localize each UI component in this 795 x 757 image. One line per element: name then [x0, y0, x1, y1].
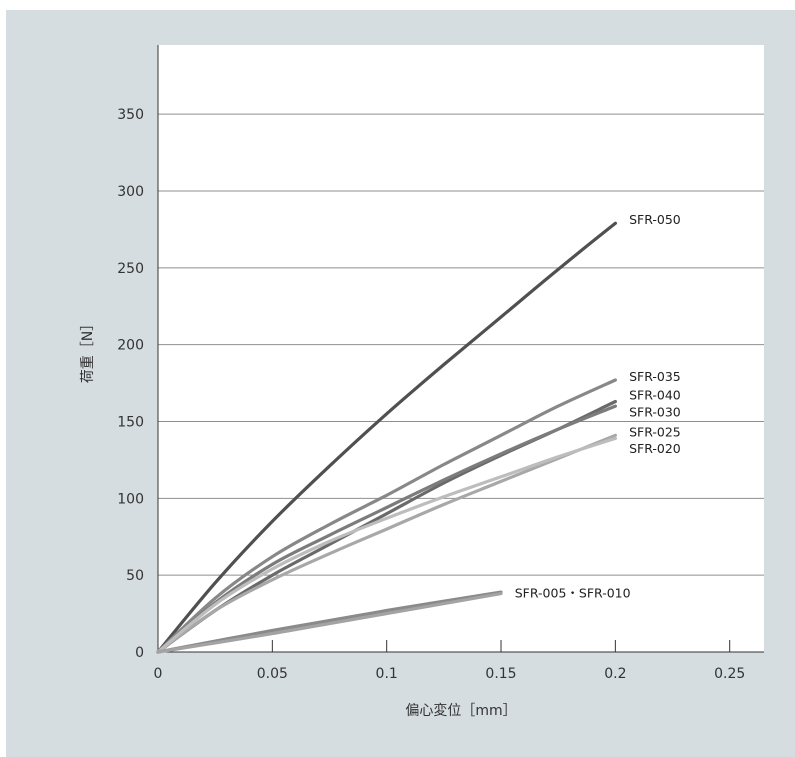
line-chart: 0 0.05 0.1 0.15 0.2 0.25 0 50 100 150 200 250 300 35…	[80, 45, 764, 719]
series-label: SFR-005・SFR-010	[515, 586, 631, 601]
x-tick-label: 0.15	[485, 666, 516, 682]
x-tick-label: 0	[154, 666, 163, 682]
y-tick-label: 250	[117, 261, 144, 277]
series-label: SFR-030	[629, 404, 681, 419]
y-axis-title: 荷重［N］	[80, 317, 96, 383]
x-tick-label: 0.05	[257, 666, 288, 682]
series-line-sfr-035	[156, 378, 617, 654]
series-labels: SFR-050 SFR-035 SFR-040 SFR-030 SFR-025 SFR-0…	[515, 212, 681, 600]
chart-figure: 0 0.05 0.1 0.15 0.2 0.25 0 50 100 150 200 250 300 35…	[6, 10, 795, 757]
series-label: SFR-050	[629, 212, 681, 227]
series-label: SFR-020	[629, 441, 681, 456]
x-tick-labels: 0 0.05 0.1 0.15 0.2 0.25	[154, 666, 746, 682]
y-tick-label: 300	[117, 184, 144, 200]
series-line-unlabeled	[156, 592, 503, 654]
series-lines	[156, 221, 617, 654]
series-line-sfr-050	[156, 221, 617, 654]
series-line-sfr-025	[156, 433, 617, 654]
x-tick-label: 0.2	[604, 666, 626, 682]
y-tick-label: 350	[117, 107, 144, 123]
x-tick-label: 0.25	[714, 666, 745, 682]
series-line-sfr-030	[156, 404, 617, 654]
x-tick-label: 0.1	[376, 666, 398, 682]
series-line-sfr-020	[156, 436, 617, 654]
y-tick-labels: 0 50 100 150 200 250 300 350	[117, 107, 144, 661]
y-tick-label: 50	[126, 568, 144, 584]
y-tick-label: 200	[117, 338, 144, 354]
y-tick-label: 0	[135, 645, 144, 661]
series-label: SFR-040	[629, 387, 681, 402]
y-tick-label: 100	[117, 491, 144, 507]
y-tick-label: 150	[117, 414, 144, 430]
series-label: SFR-025	[629, 424, 681, 439]
x-axis-title: 偏心変位［mm］	[405, 702, 516, 719]
series-label: SFR-035	[629, 369, 681, 384]
